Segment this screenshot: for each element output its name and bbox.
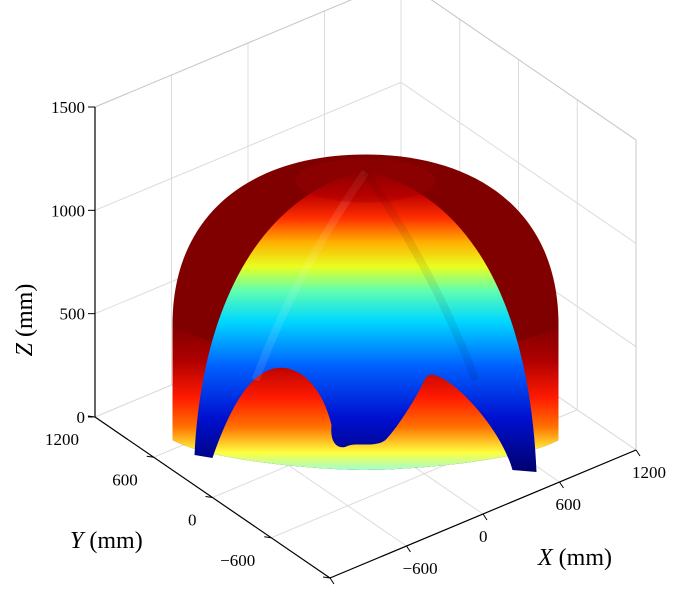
box-edge bbox=[94, 0, 353, 108]
x-tick-label: 0 bbox=[479, 527, 488, 546]
z-axis-label: Z (mm) bbox=[12, 284, 38, 357]
x-tick-mark bbox=[482, 513, 488, 521]
x-axis-label: X (mm) bbox=[537, 545, 612, 571]
y-tick-mark bbox=[146, 455, 154, 458]
arch-ridge-shadow bbox=[362, 169, 480, 382]
y-tick-label: −600 bbox=[220, 551, 255, 570]
z-tick-label: 1500 bbox=[51, 98, 85, 117]
y-tick-label: 600 bbox=[112, 470, 138, 489]
arch-ridge-highlight bbox=[251, 169, 369, 382]
z-tick-label: 1000 bbox=[51, 201, 85, 220]
x-tick-mark bbox=[406, 545, 411, 553]
y-tick-mark bbox=[205, 496, 213, 498]
y-tick-label: 1200 bbox=[45, 430, 79, 449]
x-tick-label: −600 bbox=[403, 559, 438, 578]
x-tick-label: 1200 bbox=[632, 463, 666, 482]
grid-line bbox=[94, 81, 402, 211]
z-tick-label: 500 bbox=[60, 305, 86, 324]
x-tick-mark bbox=[329, 577, 335, 585]
y-tick-mark bbox=[322, 576, 331, 579]
box-edge bbox=[430, 0, 637, 141]
y-axis-label: Y (mm) bbox=[70, 528, 143, 554]
z-tick-label: 0 bbox=[77, 408, 86, 427]
x-tick-mark bbox=[559, 481, 564, 489]
x-tick-label: 600 bbox=[556, 495, 582, 514]
grid-line bbox=[400, 81, 637, 244]
y-tick-mark bbox=[264, 536, 272, 539]
dome-inner-arch bbox=[194, 170, 537, 472]
dome-cap-sheen bbox=[295, 158, 436, 203]
y-tick-label: 0 bbox=[188, 511, 197, 530]
surface bbox=[172, 154, 559, 472]
axes-box bbox=[87, 106, 641, 585]
x-tick-mark bbox=[635, 449, 641, 457]
